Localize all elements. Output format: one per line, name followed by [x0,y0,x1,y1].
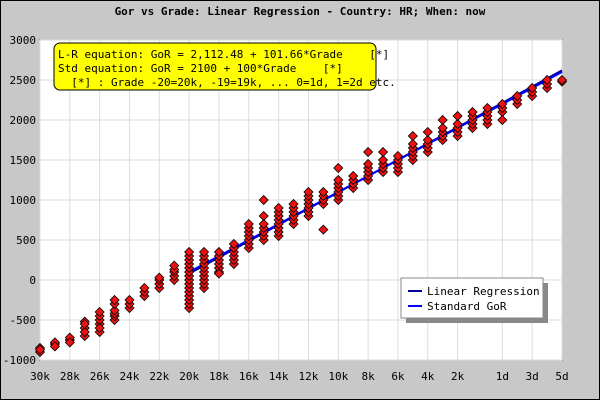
y-tick-label: 1000 [10,194,37,207]
annotation-line-2: Std equation: GoR = 2100 + 100*Grade [*] [58,62,343,75]
data-point [94,322,105,334]
x-tick-label: 30k [30,370,50,383]
data-point [169,260,180,271]
annotation-background [53,42,377,91]
data-point [407,130,418,142]
data-point [407,138,418,150]
y-tick-label: 2000 [10,114,37,127]
y-tick-label: 1500 [10,154,37,167]
data-point [422,134,433,146]
data-point [49,341,60,352]
data-point [34,344,46,355]
x-tick-label: 12k [299,370,319,383]
legend-label-linear-regression: Linear Regression [427,285,540,298]
data-point [512,90,523,102]
x-tick-label: 28k [60,370,80,383]
y-axis-ticks: -1000 -500 0 500 1000 1500 2000 2500 3000 [3,34,36,367]
y-tick-label: 3000 [10,34,37,47]
data-point [79,318,90,330]
y-tick-label: 500 [16,234,36,247]
data-point [288,198,299,210]
x-tick-label: 14k [269,370,289,383]
data-point [452,118,463,130]
data-point [243,218,254,230]
data-point [213,246,225,258]
data-point [198,246,210,258]
data-point [139,282,150,294]
data-point [318,224,329,235]
data-point [109,305,120,316]
data-point [467,106,478,118]
data-point [482,102,493,114]
data-point [527,82,538,94]
data-points [34,74,568,358]
x-tick-label: 26k [90,370,110,383]
data-point [452,110,463,122]
legend-label-standard-gor: Standard GoR [427,300,507,313]
y-tick-label: 2500 [10,74,37,87]
data-point [94,306,105,318]
x-tick-label: 22k [149,370,169,383]
data-point [437,122,448,134]
data-point [377,154,389,166]
annotation-line-3: [*] : Grade -20=20k, -19=19k, ... 0=1d, … [58,76,396,89]
data-point [258,218,269,230]
data-point [79,326,90,338]
x-tick-label: 18k [209,370,229,383]
x-tick-label: 16k [239,370,259,383]
x-tick-label: 2k [451,370,465,383]
data-point [333,174,344,186]
data-point [258,194,269,206]
data-point [363,146,374,158]
x-tick-label: 24k [120,370,140,383]
data-point [497,114,508,126]
data-point [258,210,269,222]
annotation-line-1: L-R equation: GoR = 2,112.48 + 101.66*Gr… [58,48,389,61]
x-tick-label: 4k [421,370,435,383]
data-point [422,126,433,138]
data-point [348,170,359,182]
legend: Linear Regression Standard GoR [400,277,548,323]
x-tick-label: 20k [179,370,199,383]
x-tick-label: 10k [328,370,348,383]
y-tick-label: -1000 [3,354,36,367]
annotation-box: L-R equation: GoR = 2,112.48 + 101.66*Gr… [53,42,396,91]
x-tick-label: 6k [391,370,405,383]
data-point [392,150,404,162]
data-point [64,337,75,348]
data-point [363,158,374,170]
x-tick-label: 5d [555,370,568,383]
legend-box [400,277,544,319]
data-point [228,238,239,250]
data-point [124,294,135,306]
data-point [437,114,448,126]
data-point [109,294,120,306]
data-point [556,74,568,86]
data-point [154,272,165,283]
data-point [303,186,314,198]
data-point [184,246,195,258]
data-point [333,162,344,174]
x-axis-ticks: 30k 28k 26k 24k 22k 20k 18k 16k 14k 12k 10k 8k 6k 4k 2… [30,370,569,383]
data-point [213,268,225,279]
grid [39,39,563,361]
data-point [542,74,553,86]
data-point [497,98,508,110]
x-tick-label: 3d [526,370,539,383]
chart-title: Gor vs Grade: Linear Regression - Countr… [115,5,486,18]
y-tick-label: 0 [29,274,36,287]
data-point [273,202,284,214]
x-tick-label: 8k [361,370,375,383]
data-point [377,146,389,158]
y-tick-label: -500 [10,314,37,327]
data-point [318,186,329,198]
x-tick-label: 1d [496,370,509,383]
